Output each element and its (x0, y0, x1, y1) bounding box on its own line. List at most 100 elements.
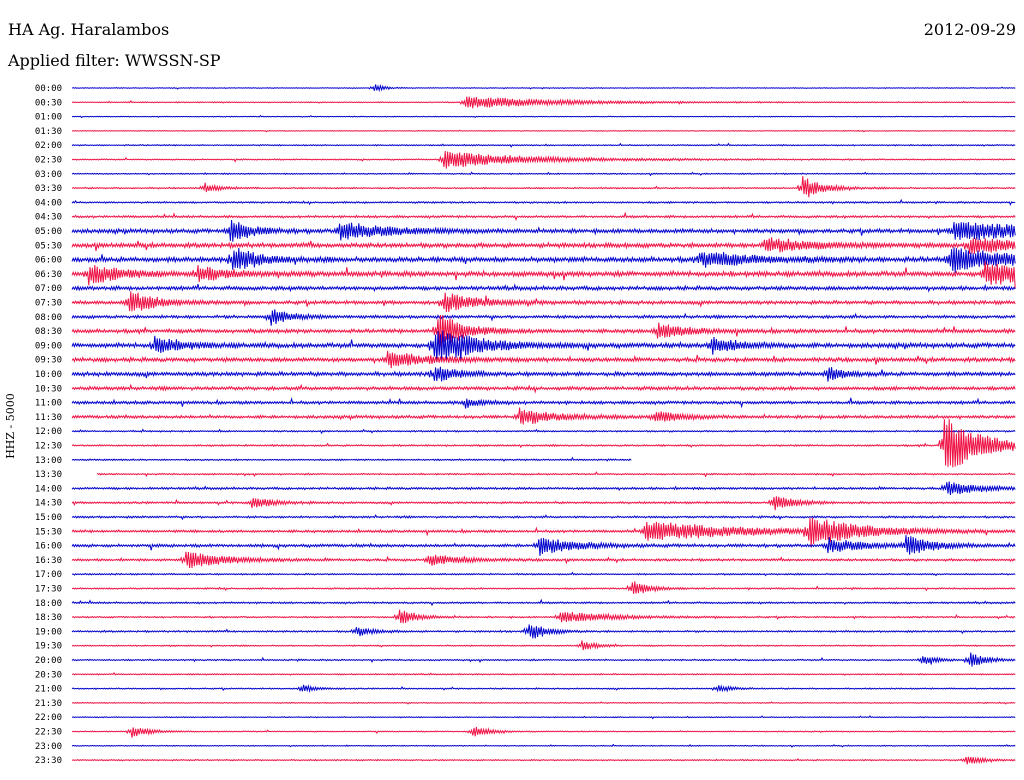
trace-0430 (71, 211, 1016, 222)
trace-0500 (71, 219, 1016, 242)
trace-1700 (71, 571, 1016, 577)
trace-0530 (71, 237, 1016, 254)
seismic-traces (71, 83, 1016, 765)
time-label: 02:00 (35, 141, 62, 151)
trace-2330 (71, 756, 1016, 765)
trace-0830 (71, 314, 1016, 349)
trace-2000 (71, 652, 1016, 667)
trace-1230 (71, 419, 1016, 468)
time-label: 12:30 (35, 442, 62, 452)
time-label: 05:00 (35, 227, 62, 237)
time-label: 00:00 (35, 84, 62, 94)
time-label: 15:00 (35, 513, 62, 523)
time-label: 02:30 (35, 156, 62, 166)
trace-2200 (71, 715, 1016, 720)
time-label: 08:30 (35, 327, 62, 337)
time-label: 10:30 (35, 384, 62, 394)
filter-label: Applied filter: WWSSN-SP (8, 51, 221, 70)
trace-1000 (71, 366, 1016, 382)
trace-2300 (71, 743, 1016, 748)
time-label: 22:00 (35, 713, 62, 723)
trace-0600 (71, 247, 1016, 273)
time-label: 16:30 (35, 556, 62, 566)
trace-1500 (71, 514, 1016, 521)
trace-2230 (71, 726, 1016, 738)
time-label: 10:00 (35, 370, 62, 380)
plot-date: 2012-09-29 (923, 20, 1016, 39)
time-label: 07:30 (35, 299, 62, 309)
time-label: 12:00 (35, 427, 62, 437)
time-label: 03:00 (35, 170, 62, 180)
time-label: 16:00 (35, 542, 62, 552)
time-label: 04:30 (35, 213, 62, 223)
trace-1730 (71, 581, 1016, 594)
trace-1630 (71, 551, 1016, 569)
trace-0000 (71, 83, 1016, 93)
trace-2130 (71, 701, 1016, 705)
trace-1400 (71, 481, 1016, 496)
trace-1900 (71, 624, 1016, 639)
trace-0330 (71, 176, 1016, 198)
time-label: 09:30 (35, 356, 62, 366)
time-label: 13:30 (35, 470, 62, 480)
time-label: 20:00 (35, 656, 62, 666)
trace-1030 (71, 383, 1016, 394)
time-label: 14:30 (35, 499, 62, 509)
trace-1530 (71, 517, 1016, 548)
time-label: 17:00 (35, 570, 62, 580)
time-axis-labels: 00:00 00:30 01:00 01:30 02:00 02:30 03:00 03:30… (35, 84, 62, 766)
trace-1930 (71, 640, 1016, 651)
time-label: 23:30 (35, 756, 62, 766)
trace-1800 (71, 598, 1016, 607)
trace-1600 (71, 535, 1016, 556)
trace-2030 (71, 672, 1016, 676)
trace-0800 (71, 309, 1016, 326)
time-label: 14:00 (35, 484, 62, 494)
trace-2100 (71, 684, 1016, 693)
trace-1330 (96, 471, 1016, 478)
trace-1130 (71, 407, 1016, 425)
time-label: 21:30 (35, 699, 62, 709)
time-label: 07:00 (35, 284, 62, 294)
time-label: 08:00 (35, 313, 62, 323)
trace-0230 (71, 150, 1016, 169)
trace-1100 (71, 396, 1016, 409)
time-label: 00:30 (35, 98, 62, 108)
time-label: 01:30 (35, 127, 62, 137)
trace-1430 (71, 496, 1016, 511)
time-label: 18:00 (35, 599, 62, 609)
time-label: 15:30 (35, 527, 62, 537)
time-label: 09:00 (35, 341, 62, 351)
trace-1300 (71, 456, 632, 462)
trace-1200 (71, 428, 1016, 435)
time-label: 21:00 (35, 685, 62, 695)
time-label: 20:30 (35, 670, 62, 680)
time-label: 06:00 (35, 256, 62, 266)
station-title: HA Ag. Haralambos (8, 20, 170, 39)
time-label: 03:30 (35, 184, 62, 194)
time-label: 19:30 (35, 642, 62, 652)
time-label: 18:30 (35, 613, 62, 623)
trace-0930 (71, 350, 1016, 369)
trace-0130 (71, 129, 1016, 133)
trace-0300 (71, 171, 1016, 177)
trace-0700 (71, 283, 1016, 293)
trace-0030 (71, 96, 1016, 109)
time-label: 11:30 (35, 413, 62, 423)
trace-0630 (71, 260, 1016, 289)
time-label: 17:30 (35, 585, 62, 595)
time-label: 04:00 (35, 198, 62, 208)
time-label: 23:00 (35, 742, 62, 752)
time-label: 19:00 (35, 627, 62, 637)
trace-0900 (71, 330, 1016, 363)
trace-0400 (71, 198, 1016, 206)
trace-0200 (71, 142, 1016, 148)
time-label: 13:00 (35, 456, 62, 466)
time-label: 06:30 (35, 270, 62, 280)
time-label: 22:30 (35, 728, 62, 738)
trace-1830 (71, 609, 1016, 624)
time-label: 11:00 (35, 399, 62, 409)
trace-0100 (71, 115, 1016, 119)
trace-0730 (71, 291, 1016, 313)
